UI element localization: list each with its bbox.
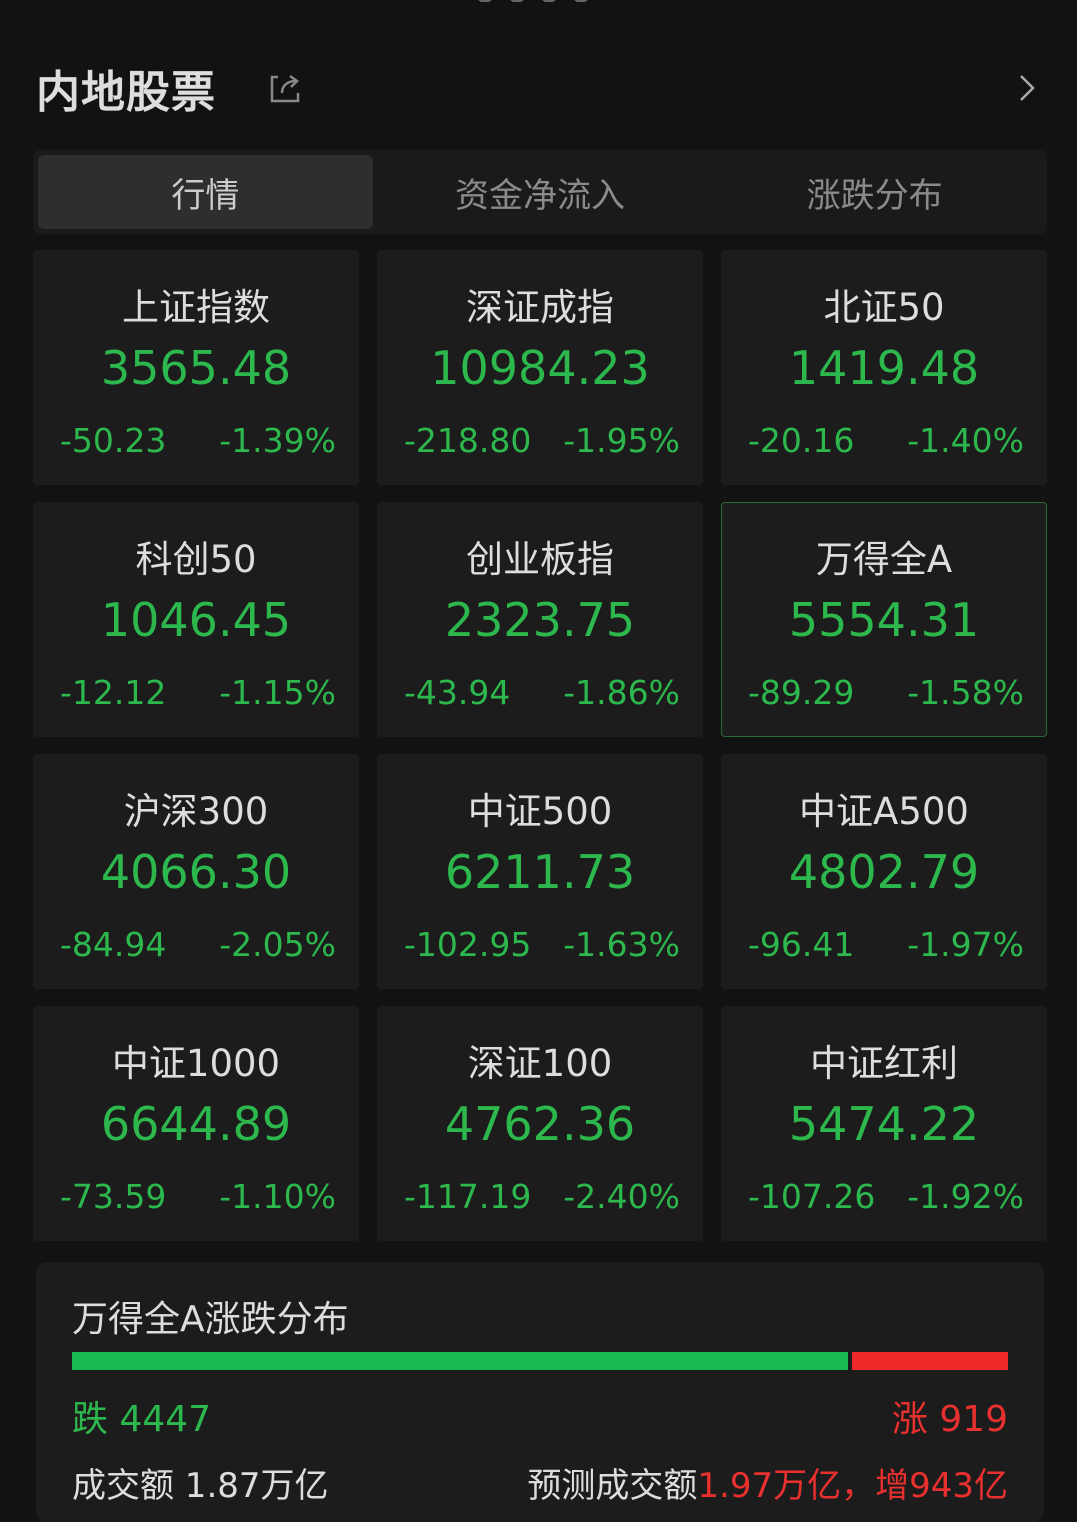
distribution-title: 万得全A涨跌分布 — [72, 1299, 349, 1340]
index-grid: 上证指数 3565.48 -50.23 -1.39% 深证成指 10984.23 -218.… — [33, 250, 1047, 1241]
section-title: 内地股票 — [36, 67, 216, 118]
up-count: 涨 919 — [891, 1399, 1008, 1440]
index-change: -218.80 — [404, 421, 532, 460]
index-change: -20.16 — [748, 421, 855, 460]
index-value: 1046.45 — [100, 593, 292, 647]
share-icon[interactable] — [268, 71, 302, 105]
index-value: 6211.73 — [444, 845, 636, 899]
index-value: 4762.36 — [444, 1097, 636, 1151]
index-name: 北证50 — [823, 286, 945, 329]
tab-net-inflow[interactable]: 资金净流入 — [455, 175, 625, 216]
tab-market[interactable]: 行情 — [38, 155, 373, 229]
index-card[interactable]: 上证指数 3565.48 -50.23 -1.39% — [33, 250, 359, 485]
forecast-value: 1.97万亿，增943亿 — [697, 1466, 1008, 1506]
tab-bar: 行情 资金净流入 涨跌分布 — [33, 150, 1047, 234]
distribution-panel[interactable]: 万得全A涨跌分布 跌 4447 涨 919 成交额 1.87万亿 预测成交额1.… — [36, 1262, 1044, 1522]
index-card[interactable]: 中证红利 5474.22 -107.26 -1.92% — [721, 1006, 1047, 1241]
index-name: 中证500 — [467, 790, 613, 833]
index-name: 创业板指 — [466, 538, 614, 581]
page-indicator — [478, 0, 608, 4]
index-change-pct: -1.10% — [219, 1177, 336, 1216]
index-card[interactable]: 深证100 4762.36 -117.19 -2.40% — [377, 1006, 703, 1241]
index-change: -73.59 — [60, 1177, 167, 1216]
index-value: 3565.48 — [100, 341, 292, 395]
index-change-pct: -1.97% — [907, 925, 1024, 964]
index-name: 中证A500 — [799, 790, 969, 833]
distribution-bar — [72, 1352, 1008, 1370]
up-bar — [851, 1352, 1008, 1370]
index-card[interactable]: 创业板指 2323.75 -43.94 -1.86% — [377, 502, 703, 737]
index-name: 万得全A — [815, 538, 953, 581]
index-card[interactable]: 中证500 6211.73 -102.95 -1.63% — [377, 754, 703, 989]
index-name: 深证成指 — [466, 286, 614, 329]
index-change-pct: -2.05% — [219, 925, 336, 964]
index-value: 4066.30 — [100, 845, 292, 899]
section-header: 内地股票 — [36, 58, 1047, 118]
index-name: 沪深300 — [123, 790, 269, 833]
index-name: 科创50 — [135, 538, 257, 581]
index-name: 中证1000 — [111, 1042, 281, 1085]
index-value: 2323.75 — [444, 593, 636, 647]
forecast-turnover: 预测成交额1.97万亿，增943亿 — [527, 1458, 1008, 1507]
index-change: -107.26 — [748, 1177, 876, 1216]
index-change-pct: -1.95% — [563, 421, 680, 460]
index-name: 深证100 — [467, 1042, 613, 1085]
index-change: -102.95 — [404, 925, 532, 964]
index-card[interactable]: 深证成指 10984.23 -218.80 -1.95% — [377, 250, 703, 485]
index-change-pct: -1.92% — [907, 1177, 1024, 1216]
index-name: 中证红利 — [810, 1042, 958, 1085]
turnover: 成交额 1.87万亿 — [72, 1466, 329, 1506]
index-name: 上证指数 — [122, 286, 270, 329]
index-change-pct: -1.58% — [907, 673, 1024, 712]
index-value: 5554.31 — [788, 593, 980, 647]
index-card[interactable]: 万得全A 5554.31 -89.29 -1.58% — [721, 502, 1047, 737]
tab-distribution[interactable]: 涨跌分布 — [806, 175, 943, 216]
index-change: -89.29 — [748, 673, 855, 712]
index-change: -96.41 — [748, 925, 855, 964]
index-change: -50.23 — [60, 421, 167, 460]
chevron-right-icon[interactable] — [1011, 68, 1041, 108]
index-change-pct: -1.63% — [563, 925, 680, 964]
index-value: 6644.89 — [100, 1097, 292, 1151]
index-change: -84.94 — [60, 925, 167, 964]
index-change-pct: -2.40% — [563, 1177, 680, 1216]
down-bar — [72, 1352, 848, 1370]
index-value: 4802.79 — [788, 845, 980, 899]
index-value: 5474.22 — [788, 1097, 980, 1151]
index-value: 10984.23 — [430, 341, 650, 395]
index-card[interactable]: 科创50 1046.45 -12.12 -1.15% — [33, 502, 359, 737]
index-card[interactable]: 北证50 1419.48 -20.16 -1.40% — [721, 250, 1047, 485]
index-change-pct: -1.15% — [219, 673, 336, 712]
index-change-pct: -1.40% — [907, 421, 1024, 460]
index-card[interactable]: 沪深300 4066.30 -84.94 -2.05% — [33, 754, 359, 989]
forecast-label: 预测成交额 — [527, 1466, 698, 1506]
index-change: -12.12 — [60, 673, 167, 712]
index-change: -43.94 — [404, 673, 511, 712]
index-change-pct: -1.39% — [219, 421, 336, 460]
index-card[interactable]: 中证A500 4802.79 -96.41 -1.97% — [721, 754, 1047, 989]
index-card[interactable]: 中证1000 6644.89 -73.59 -1.10% — [33, 1006, 359, 1241]
index-change: -117.19 — [404, 1177, 532, 1216]
index-value: 1419.48 — [788, 341, 980, 395]
down-count: 跌 4447 — [72, 1399, 212, 1440]
index-change-pct: -1.86% — [563, 673, 680, 712]
